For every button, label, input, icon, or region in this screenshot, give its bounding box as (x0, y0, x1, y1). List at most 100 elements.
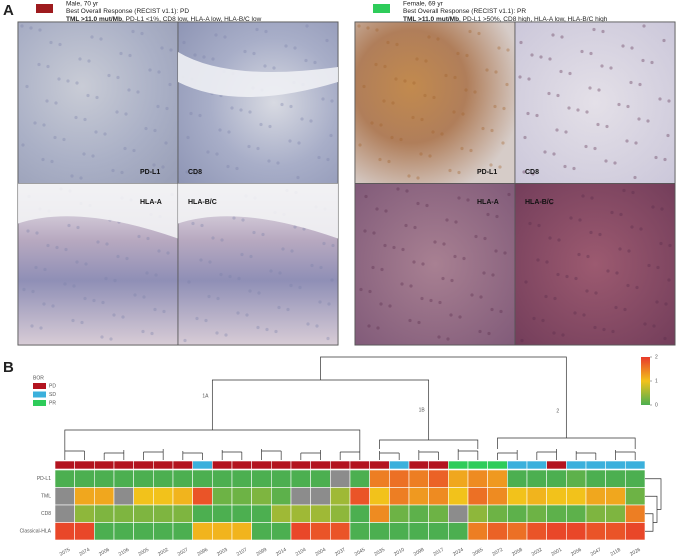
cell-texture (453, 75, 457, 80)
cell-texture (613, 161, 617, 165)
cell-texture (132, 148, 136, 153)
cell-texture (22, 287, 26, 292)
cell-texture (83, 117, 87, 122)
cell-texture (652, 324, 656, 328)
sample-id: 2026 (629, 547, 642, 558)
cell-texture (457, 196, 461, 200)
heat-cell (251, 469, 272, 488)
cell-texture (195, 316, 199, 321)
sample-id: 2032 (531, 547, 544, 558)
cell-texture (541, 318, 545, 323)
cell-texture (157, 249, 161, 253)
cell-texture (261, 232, 265, 237)
heat-cell (231, 504, 252, 523)
bor-cell (408, 460, 429, 470)
cell-texture (456, 51, 460, 56)
heat-cell (290, 469, 311, 488)
cell-texture (633, 175, 637, 180)
cell-texture (248, 289, 252, 293)
heat-cell (94, 487, 115, 506)
cell-texture (627, 249, 631, 253)
row-label: CD8 (41, 511, 51, 517)
cell-texture (594, 291, 598, 295)
bor-cell (251, 460, 272, 470)
bor-cell (192, 460, 213, 470)
cell-texture (445, 218, 449, 222)
cell-texture (479, 295, 483, 299)
cell-texture (655, 300, 659, 304)
dendrogram (320, 356, 567, 387)
sample-id: 2004 (314, 547, 327, 558)
heat-cell (487, 469, 508, 488)
bor-cell (54, 460, 75, 470)
cell-texture (92, 298, 96, 303)
cell-texture (136, 90, 140, 94)
heat-cell (526, 522, 547, 541)
heat-cell (192, 504, 213, 523)
cell-texture (298, 285, 302, 290)
dendrogram (64, 429, 361, 449)
cell-texture (107, 73, 111, 78)
cell-texture (416, 176, 420, 180)
row-dendrogram (645, 478, 662, 532)
heat-cell (369, 504, 390, 523)
case-info: Best Overall Response (RECIST v1.1): PD (66, 8, 189, 15)
cell-texture (330, 99, 334, 103)
cell-texture (466, 198, 470, 202)
heat-cell (605, 522, 626, 541)
cell-texture (487, 331, 491, 336)
cell-texture (404, 223, 408, 228)
sample-id: 2056 (570, 547, 583, 558)
cell-texture (630, 225, 634, 229)
cluster-label: 1B (419, 407, 426, 413)
cell-texture (50, 159, 54, 164)
cell-texture (164, 141, 168, 145)
heat-cell (428, 522, 449, 541)
cell-texture (615, 271, 619, 275)
cell-texture (99, 37, 103, 41)
cell-texture (483, 236, 487, 241)
heat-cell (507, 469, 528, 488)
cell-texture (239, 108, 243, 112)
cell-texture (112, 313, 116, 317)
heat-cell (231, 469, 252, 488)
cell-texture (148, 68, 152, 72)
heat-cell (74, 504, 95, 523)
cell-texture (53, 135, 57, 140)
cell-texture (144, 126, 148, 131)
cell-texture (537, 223, 541, 228)
cell-texture (236, 311, 240, 315)
cell-texture (420, 117, 424, 122)
cell-texture (46, 64, 50, 69)
heat-cell (251, 522, 272, 541)
cell-texture (622, 188, 626, 193)
bor-swatch (36, 4, 53, 13)
heat-cell (54, 469, 75, 488)
heat-cell (290, 504, 311, 523)
heat-cell (153, 469, 174, 488)
cell-texture (666, 133, 670, 138)
cell-texture (168, 82, 172, 87)
heat-cell (271, 487, 292, 506)
heat-cell (271, 504, 292, 523)
cell-texture (551, 33, 555, 37)
cell-texture (407, 174, 411, 178)
cell-texture (46, 243, 50, 248)
heat-cell (507, 504, 528, 523)
cell-texture (21, 143, 25, 147)
heat-cell (330, 504, 351, 523)
stain-label: HLA-B/C (188, 199, 217, 206)
sample-id: 2001 (550, 547, 563, 558)
cell-texture (378, 157, 382, 162)
cell-texture (477, 31, 481, 36)
cell-texture (25, 84, 29, 89)
cell-texture (642, 24, 646, 28)
heat-cell (153, 504, 174, 523)
cell-texture (220, 238, 224, 242)
cell-texture (614, 305, 618, 310)
cell-texture (506, 48, 510, 52)
cell-texture (569, 216, 573, 220)
cell-texture (654, 155, 658, 160)
cell-texture (427, 35, 431, 39)
cell-texture (493, 104, 497, 109)
